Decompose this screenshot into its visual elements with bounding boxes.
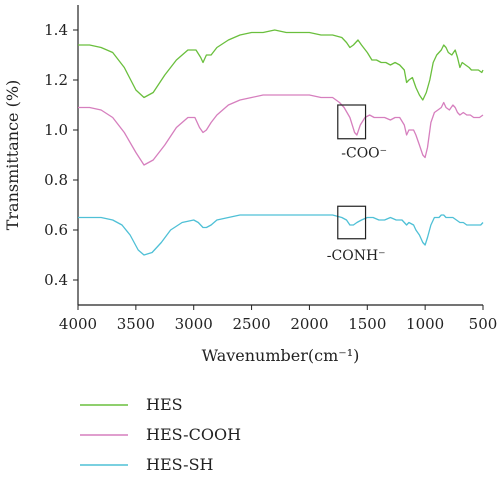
y-tick-label: 1.2 [44,71,68,89]
x-tick-label: 1500 [348,315,386,333]
x-tick-label: 4000 [59,315,97,333]
annotation-box [337,205,367,240]
annotation-label: -COO⁻ [341,146,387,162]
y-tick-label: 1.0 [44,121,68,139]
y-tick-label: 0.6 [44,221,68,239]
series-line-hes-cooh [78,94,484,166]
x-tick-label: 1000 [406,315,444,333]
x-tick-label: 3000 [175,315,213,333]
y-tick-label: 0.8 [44,171,68,189]
y-axis-title: Transmittance (%) [3,80,22,231]
annotation-box [337,104,367,140]
y-tick-label: 1.4 [44,21,68,39]
annotation-label: -CONH⁻ [327,248,386,264]
legend-label: HES-SH [146,455,214,474]
y-tick-label: 0.4 [44,271,68,289]
series-line-hes-sh [78,214,484,256]
plot-series [78,29,484,256]
legend: HES HES-COOH HES-SH [80,395,241,474]
legend-label: HES [146,395,183,414]
x-tick-label: 2000 [290,315,328,333]
legend-label: HES-COOH [146,425,241,444]
x-tick-label: 3500 [117,315,155,333]
x-tick-label: 500 [469,315,498,333]
x-axis-title: Wavenumber(cm⁻¹) [202,346,360,365]
x-tick-label: 2500 [232,315,270,333]
series-line-hes [78,29,484,101]
plot-annotations: -COO⁻ -CONH⁻ [327,104,387,264]
plot-axes: 4000 3500 3000 2500 2000 1500 1000 500 0.4 0.6 0.8… [3,5,497,365]
